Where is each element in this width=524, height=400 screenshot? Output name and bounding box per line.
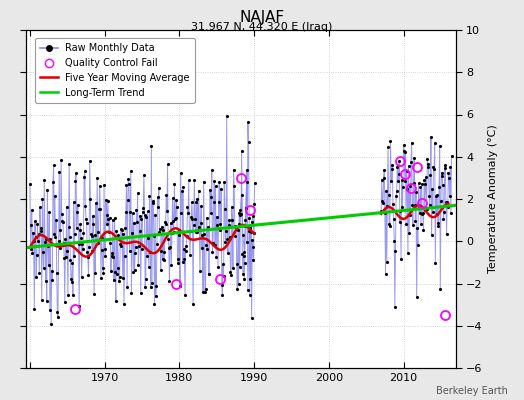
Text: Berkeley Earth: Berkeley Earth <box>436 386 508 396</box>
Legend: Raw Monthly Data, Quality Control Fail, Five Year Moving Average, Long-Term Tren: Raw Monthly Data, Quality Control Fail, … <box>35 38 195 102</box>
Text: 31.967 N, 44.320 E (Iraq): 31.967 N, 44.320 E (Iraq) <box>191 22 333 32</box>
Y-axis label: Temperature Anomaly (°C): Temperature Anomaly (°C) <box>488 125 498 273</box>
Text: NAJAF: NAJAF <box>239 10 285 25</box>
